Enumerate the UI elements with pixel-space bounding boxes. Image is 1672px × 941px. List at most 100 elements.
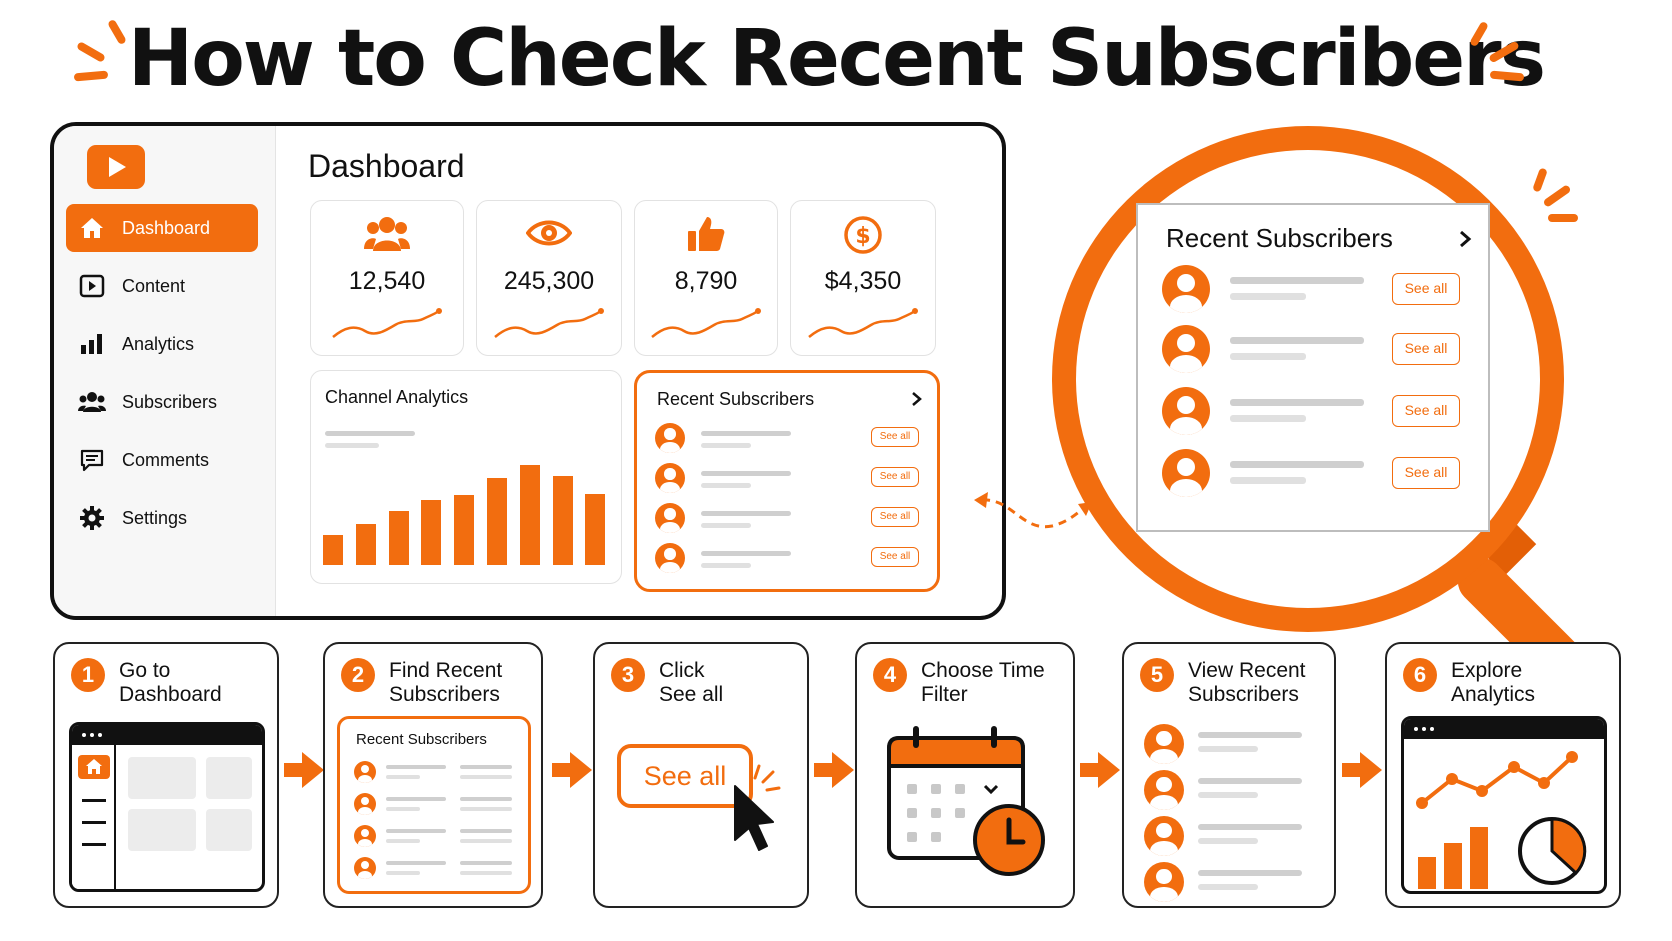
sidebar-item-settings[interactable]: Settings [66, 494, 258, 542]
chart-bar [389, 511, 409, 565]
burst-lens-icon [1528, 164, 1598, 234]
sidebar-item-subscribers[interactable]: Subscribers [66, 378, 258, 426]
step-number: 1 [71, 658, 105, 692]
dollar-coin-icon: $ [791, 215, 935, 255]
stat-value: 245,300 [503, 267, 595, 295]
step-card-5[interactable]: 5 View Recent Subscribers [1122, 642, 1336, 908]
placeholder-line [701, 563, 751, 568]
chart-bar [454, 495, 474, 565]
placeholder-line [1230, 277, 1364, 284]
placeholder-line [325, 431, 415, 436]
sidebar-item-label: Analytics [122, 333, 195, 354]
card-title: Recent Subscribers [657, 389, 815, 409]
next-arrow-icon [552, 752, 592, 788]
users-icon [311, 215, 463, 253]
avatar [1162, 449, 1210, 497]
avatar [1162, 265, 1210, 313]
chart-bar [487, 478, 507, 565]
stat-value: $4,350 [824, 267, 902, 295]
play-square-icon [78, 272, 106, 300]
chart-bar [585, 494, 605, 565]
avatar [1162, 325, 1210, 373]
placeholder-line [1230, 399, 1364, 406]
see-all-button[interactable]: See all [871, 547, 919, 567]
recent-subscribers-card[interactable]: Recent Subscribers See all See all See a… [634, 370, 940, 592]
see-all-button[interactable]: See all [871, 467, 919, 487]
sidebar-item-comments[interactable]: Comments [66, 436, 258, 484]
placeholder-line [1230, 293, 1306, 300]
bar-chart-icon [78, 330, 106, 358]
zoom-title: Recent Subscribers [1166, 223, 1393, 253]
stat-card-subscribers[interactable]: 12,540 [310, 200, 464, 356]
see-all-button[interactable]: See all [871, 427, 919, 447]
step-card-4[interactable]: 4 Choose Time Filter [855, 642, 1075, 908]
sidebar-item-label: Subscribers [122, 391, 218, 412]
sidebar-item-label: Comments [122, 449, 210, 470]
avatar [354, 793, 376, 815]
step-label: Go to Dashboard [119, 659, 222, 706]
dashboard-title: Dashboard [308, 148, 465, 184]
placeholder-line [1230, 461, 1364, 468]
avatar [655, 503, 685, 533]
step-card-1[interactable]: 1 Go to Dashboard [53, 642, 279, 908]
step-card-3[interactable]: 3 Click See all See all [593, 642, 809, 908]
bar-chart [323, 465, 605, 565]
see-all-button[interactable]: See all [1392, 333, 1460, 365]
chart-bar [520, 465, 540, 565]
avatar [1144, 862, 1184, 902]
stat-value: 8,790 [674, 267, 738, 295]
placeholder-line [701, 431, 791, 436]
step-number: 4 [873, 658, 907, 692]
step-card-6[interactable]: 6 Explore Analytics [1385, 642, 1621, 908]
sidebar-item-content[interactable]: Content [66, 262, 258, 310]
see-all-button[interactable]: See all [617, 744, 753, 808]
step-card-2[interactable]: 2 Find Recent Subscribers Recent Subscri… [323, 642, 543, 908]
placeholder-line [325, 443, 379, 448]
avatar [1144, 724, 1184, 764]
card-title: Channel Analytics [325, 387, 469, 407]
thumbs-up-icon [635, 215, 777, 253]
avatar [655, 543, 685, 573]
sparkline [332, 308, 442, 338]
chevron-right-icon[interactable] [911, 391, 923, 407]
next-arrow-icon [814, 752, 854, 788]
chart-bar [356, 524, 376, 565]
step-number: 5 [1140, 658, 1174, 692]
sparkline [808, 308, 918, 338]
home-icon [78, 214, 106, 242]
burst-left-icon [70, 18, 140, 90]
avatar [354, 857, 376, 879]
gear-icon [78, 504, 106, 532]
chart-bar [553, 476, 573, 565]
dashed-connector-arrow [974, 492, 1092, 529]
avatar [655, 423, 685, 453]
see-all-button[interactable]: See all [871, 507, 919, 527]
stat-value: 12,540 [348, 267, 426, 295]
step-label: Find Recent Subscribers [389, 659, 503, 706]
zoomed-recent-subscribers[interactable]: Recent Subscribers See all See all See a… [1136, 203, 1490, 532]
see-all-button[interactable]: See all [1392, 395, 1460, 427]
mini-recent-subscribers-panel: Recent Subscribers [337, 716, 531, 894]
sparkline [494, 308, 604, 338]
sidebar: Dashboard Content Analytics Subscribers … [54, 126, 276, 616]
stat-card-revenue[interactable]: $ $4,350 [790, 200, 936, 356]
sidebar-item-analytics[interactable]: Analytics [66, 320, 258, 368]
eye-icon [477, 215, 621, 251]
users-icon [78, 388, 106, 416]
placeholder-line [1230, 477, 1306, 484]
step-label: Click See all [659, 659, 724, 706]
stat-card-likes[interactable]: 8,790 [634, 200, 778, 356]
placeholder-line [701, 471, 791, 476]
placeholder-line [1230, 353, 1306, 360]
avatar [354, 825, 376, 847]
sparkline [651, 308, 761, 338]
see-all-button[interactable]: See all [1392, 273, 1460, 305]
stat-card-views[interactable]: 245,300 [476, 200, 622, 356]
avatar [655, 463, 685, 493]
sidebar-item-dashboard[interactable]: Dashboard [66, 204, 258, 252]
svg-text:$: $ [855, 224, 870, 249]
see-all-button[interactable]: See all [1392, 457, 1460, 489]
placeholder-line [1230, 337, 1364, 344]
chevron-right-icon[interactable] [1458, 229, 1472, 249]
channel-analytics-card[interactable]: Channel Analytics [310, 370, 622, 584]
